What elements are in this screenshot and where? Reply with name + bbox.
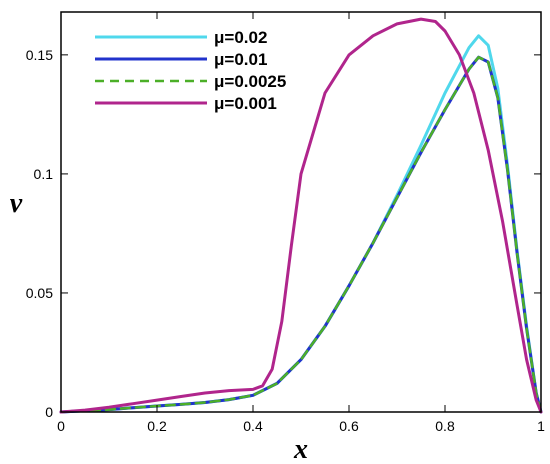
x-tick-label: 0.8 [435,418,455,434]
x-tick-label: 0.4 [243,418,263,434]
x-tick-label: 0 [57,418,65,434]
series-line-4 [59,17,543,414]
y-axis-title: v [10,188,23,219]
x-tick-label: 0.2 [147,418,167,434]
legend-label-4: μ=0.001 [214,94,277,113]
legend-label-1: μ=0.02 [214,28,267,47]
y-tick-label: 0.15 [26,47,53,63]
legend-label-2: μ=0.01 [214,50,267,69]
series-line-1 [59,34,543,414]
legend-label-3: μ=0.0025 [214,72,286,91]
y-tick-label: 0.05 [26,285,53,301]
x-tick-label: 1 [537,418,545,434]
series-line-3 [59,55,543,414]
tick-layer: 0 0.2 0.4 0.6 0.8 1 0 0.05 0.1 0.15 [26,12,545,434]
legend: μ=0.02 μ=0.01 μ=0.0025 μ=0.001 [95,28,286,113]
x-tick-label: 0.6 [339,418,359,434]
y-tick-label: 0.1 [34,166,54,182]
series-layer [59,17,543,414]
plot-frame [60,11,542,413]
y-tick-label: 0 [45,404,53,420]
x-axis-title: x [293,434,308,464]
